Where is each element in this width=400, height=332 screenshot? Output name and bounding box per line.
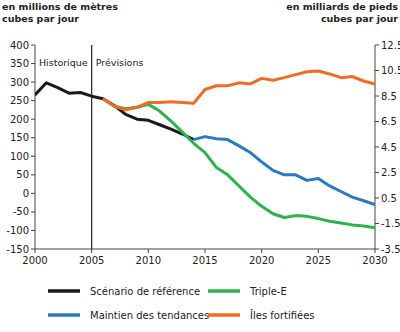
x-tick <box>91 249 92 253</box>
y2-tick-label: 10.5 <box>381 65 400 76</box>
y2-tick <box>375 96 379 97</box>
y2-axis-title: cubes par jour <box>321 13 398 24</box>
x-tick <box>318 249 319 253</box>
y-tick-label: -100 <box>6 225 29 236</box>
y-tick-label: 0 <box>23 188 29 199</box>
legend-label: Triple-E <box>249 286 287 297</box>
series-line <box>103 71 375 110</box>
annotation: Prévisions <box>96 57 144 68</box>
legend-swatch <box>48 313 80 317</box>
y-tick <box>31 211 35 212</box>
y-tick <box>31 119 35 120</box>
y-tick <box>31 63 35 64</box>
plot-area <box>35 71 375 228</box>
legend-label: Scénario de référence <box>90 286 200 297</box>
x-tick-label: 2025 <box>306 255 331 266</box>
y-tick-label: 100 <box>10 151 29 162</box>
y2-tick <box>375 70 379 71</box>
x-tick <box>261 249 262 253</box>
y-axis <box>35 45 36 249</box>
x-tick <box>35 249 36 253</box>
y-tick-label: 200 <box>10 114 29 125</box>
y2-tick-label: 8.5 <box>381 91 397 102</box>
legend-swatch <box>208 289 240 293</box>
y-axis-title: en millions de mètres <box>2 1 118 12</box>
y2-tick <box>375 172 379 173</box>
legend-label: Îles fortifiées <box>249 309 315 321</box>
x-tick-label: 2020 <box>249 255 274 266</box>
x-tick-label: 2030 <box>362 255 387 266</box>
series-line <box>103 99 375 228</box>
y2-tick <box>375 147 379 148</box>
legend-swatch <box>208 313 240 317</box>
legend-label: Maintien des tendances <box>90 310 209 321</box>
x-tick <box>205 249 206 253</box>
y2-tick-label: 0.5 <box>381 193 397 204</box>
y-tick <box>31 156 35 157</box>
x-tick-label: 2015 <box>192 255 217 266</box>
chart: en millions de mètrescubes par jouren mi… <box>0 0 400 332</box>
y2-tick-label: 12.5 <box>381 40 400 51</box>
annotation: Historique <box>39 57 88 68</box>
y2-tick <box>375 198 379 199</box>
y2-tick-label: 4.5 <box>381 142 397 153</box>
y2-tick <box>375 249 379 250</box>
y-tick-label: 150 <box>10 132 29 143</box>
y-tick <box>31 174 35 175</box>
y-tick-label: -150 <box>6 244 29 255</box>
y-tick-label: 300 <box>10 77 29 88</box>
y2-tick <box>375 223 379 224</box>
y-tick <box>31 230 35 231</box>
x-tick-label: 2000 <box>22 255 47 266</box>
y2-tick <box>375 45 379 46</box>
y-tick <box>31 100 35 101</box>
series-line <box>194 137 375 205</box>
x-tick-label: 2010 <box>136 255 161 266</box>
y-tick-label: -50 <box>13 206 29 217</box>
y-tick-label: 400 <box>10 40 29 51</box>
y-tick-label: 350 <box>10 58 29 69</box>
legend-swatch <box>48 289 80 293</box>
y2-tick-label: 6.5 <box>381 116 397 127</box>
y-tick <box>31 82 35 83</box>
y-axis-title: cubes par jour <box>2 13 79 24</box>
y-tick <box>31 137 35 138</box>
x-tick-label: 2005 <box>79 255 104 266</box>
y2-tick-label: -1.5 <box>381 218 400 229</box>
y2-axis-title: en milliards de pieds <box>286 1 398 12</box>
y-tick-label: 50 <box>16 169 29 180</box>
y2-tick <box>375 121 379 122</box>
y-tick <box>31 249 35 250</box>
divider-line <box>91 45 92 249</box>
x-tick <box>148 249 149 253</box>
x-tick <box>375 249 376 253</box>
y-tick <box>31 193 35 194</box>
y2-tick-label: -3.5 <box>381 244 400 255</box>
y-tick-label: 250 <box>10 95 29 106</box>
series-line <box>35 83 194 140</box>
y-tick <box>31 45 35 46</box>
y2-tick-label: 2.5 <box>381 167 397 178</box>
